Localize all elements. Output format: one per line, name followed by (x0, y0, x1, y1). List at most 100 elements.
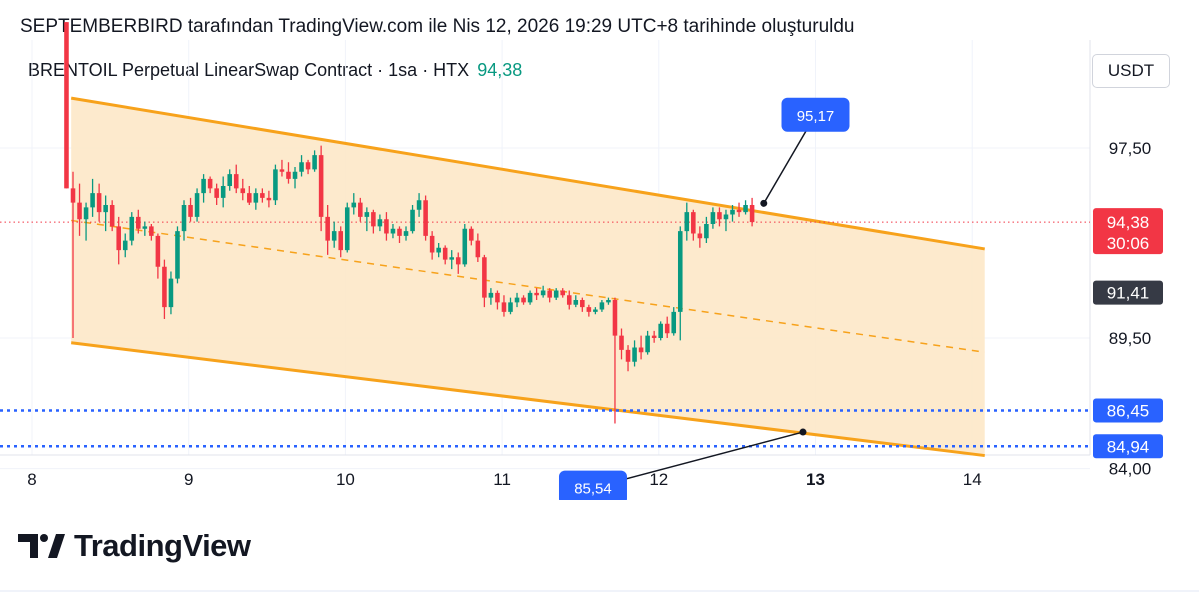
candle[interactable] (168, 271, 174, 315)
candle[interactable] (566, 290, 572, 310)
candle[interactable] (717, 207, 722, 227)
candle[interactable] (233, 164, 239, 194)
candle[interactable] (416, 193, 422, 217)
candle[interactable] (697, 226, 703, 248)
candle[interactable] (344, 202, 350, 253)
candle[interactable] (521, 295, 526, 305)
candle[interactable] (573, 295, 579, 308)
candle[interactable] (318, 145, 324, 232)
candle[interactable] (684, 202, 690, 241)
candle[interactable] (181, 200, 187, 241)
candle[interactable] (691, 209, 696, 241)
candle[interactable] (632, 340, 637, 367)
candle[interactable] (351, 193, 357, 215)
candle[interactable] (325, 205, 330, 255)
candle[interactable] (658, 321, 663, 341)
channel-mid-line[interactable] (71, 219, 985, 353)
candle[interactable] (495, 290, 500, 310)
candle[interactable] (201, 174, 206, 203)
candle[interactable] (194, 188, 200, 222)
candle[interactable] (645, 330, 650, 355)
currency-button[interactable]: USDT (1092, 54, 1170, 88)
candle[interactable] (162, 259, 167, 319)
callout-box[interactable] (781, 97, 850, 132)
candle[interactable] (90, 178, 95, 217)
candle[interactable] (64, 22, 69, 189)
candle[interactable] (664, 316, 670, 338)
candle[interactable] (155, 233, 161, 279)
candle[interactable] (136, 209, 141, 234)
candle[interactable] (279, 159, 285, 177)
candle[interactable] (83, 202, 89, 241)
candle[interactable] (305, 159, 311, 175)
channel-upper-line[interactable] (70, 96, 985, 251)
candle[interactable] (469, 226, 474, 246)
candle[interactable] (436, 243, 441, 258)
candle[interactable] (286, 162, 291, 184)
candle[interactable] (612, 297, 618, 424)
symbol-legend[interactable]: BRENTOIL Perpetual LinearSwap Contract ·… (28, 60, 522, 81)
candle[interactable] (240, 178, 246, 201)
candle[interactable] (619, 328, 624, 360)
price-scale-tag[interactable] (1093, 434, 1163, 459)
candle[interactable] (384, 212, 389, 241)
candle[interactable] (122, 233, 128, 258)
candle[interactable] (390, 224, 396, 239)
candle[interactable] (220, 176, 226, 208)
candle[interactable] (247, 186, 252, 205)
candle[interactable] (260, 188, 265, 203)
candle[interactable] (625, 345, 631, 372)
candle[interactable] (736, 202, 742, 217)
price-chart[interactable]: 95,17 85,54 8 9 10 11 12 13 14 97,50 89,50 84,00 94… (0, 0, 1199, 500)
candle[interactable] (671, 307, 677, 336)
candle[interactable] (651, 330, 657, 343)
candle[interactable] (175, 226, 180, 284)
candle[interactable] (299, 155, 304, 177)
price-scale-tag[interactable] (1093, 398, 1163, 423)
candle[interactable] (553, 288, 559, 300)
candle[interactable] (547, 288, 552, 303)
channel-lower-line[interactable] (70, 341, 985, 458)
candle[interactable] (677, 226, 683, 341)
candle[interactable] (423, 195, 428, 241)
candle[interactable] (331, 221, 337, 248)
candle[interactable] (723, 209, 729, 232)
candle[interactable] (109, 200, 115, 232)
candle[interactable] (273, 164, 278, 205)
candle[interactable] (501, 295, 507, 317)
candle[interactable] (508, 297, 513, 315)
candle[interactable] (606, 297, 611, 305)
candle[interactable] (292, 167, 298, 189)
candle[interactable] (514, 292, 520, 308)
candle[interactable] (358, 197, 363, 222)
candle[interactable] (580, 297, 585, 312)
candle[interactable] (442, 245, 448, 265)
candle[interactable] (129, 212, 135, 246)
candle[interactable] (475, 233, 481, 263)
candle[interactable] (116, 216, 121, 265)
candle[interactable] (410, 205, 415, 234)
candle[interactable] (227, 169, 233, 191)
candle[interactable] (462, 224, 468, 267)
candle[interactable] (455, 252, 461, 274)
candle[interactable] (429, 231, 435, 260)
candle[interactable] (103, 195, 108, 232)
candle[interactable] (397, 226, 402, 243)
candle[interactable] (149, 224, 154, 241)
candle[interactable] (77, 183, 82, 236)
last-price-tag[interactable] (1093, 208, 1163, 255)
callout-box[interactable] (558, 470, 627, 500)
callout-anchor-dot[interactable] (760, 199, 768, 207)
candle[interactable] (253, 188, 259, 210)
candle[interactable] (593, 307, 598, 315)
candle[interactable] (312, 150, 317, 172)
price-scale-tag[interactable] (1093, 280, 1163, 305)
candle[interactable] (743, 200, 748, 215)
candle[interactable] (638, 335, 644, 360)
candle[interactable] (599, 300, 605, 312)
callout-anchor-dot[interactable] (799, 428, 807, 436)
candle[interactable] (70, 171, 76, 338)
candle[interactable] (338, 226, 344, 258)
candle[interactable] (710, 207, 716, 229)
candle[interactable] (749, 197, 755, 227)
